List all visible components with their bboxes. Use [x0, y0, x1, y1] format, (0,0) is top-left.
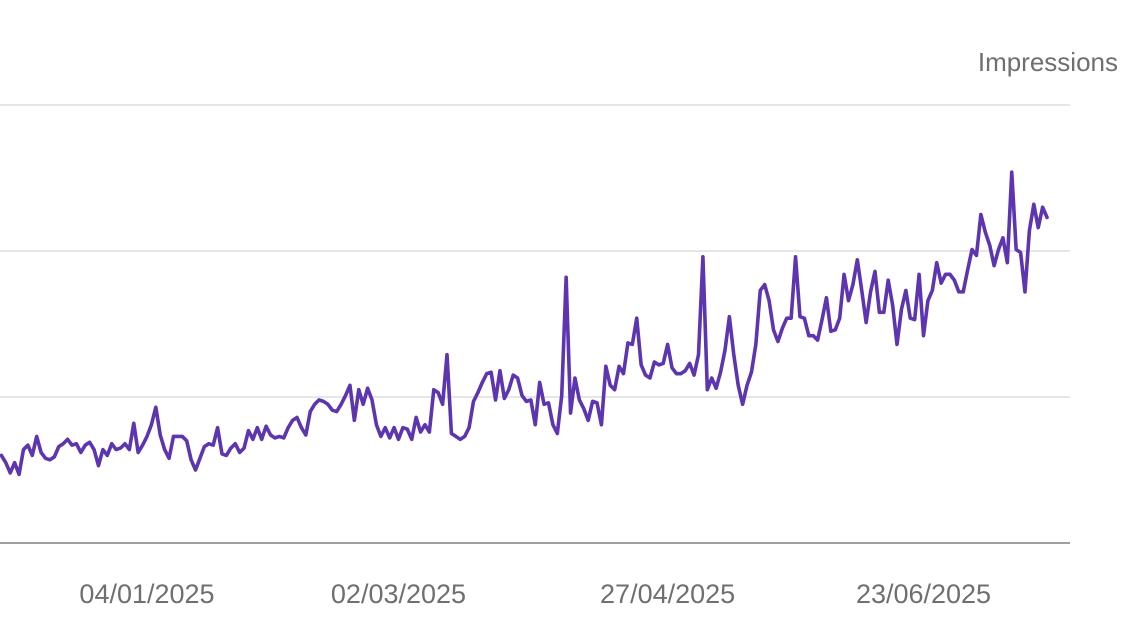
x-tick-label: 04/01/2025: [79, 579, 214, 609]
series-line: [0, 170, 1049, 477]
x-tick-label: 02/03/2025: [331, 579, 466, 609]
plot-area: [0, 170, 1049, 477]
grid: [0, 104, 1070, 544]
x-tick-label: 27/04/2025: [600, 579, 735, 609]
x-tick-label: 23/06/2025: [856, 579, 991, 609]
legend-label: Impressions: [978, 47, 1118, 77]
